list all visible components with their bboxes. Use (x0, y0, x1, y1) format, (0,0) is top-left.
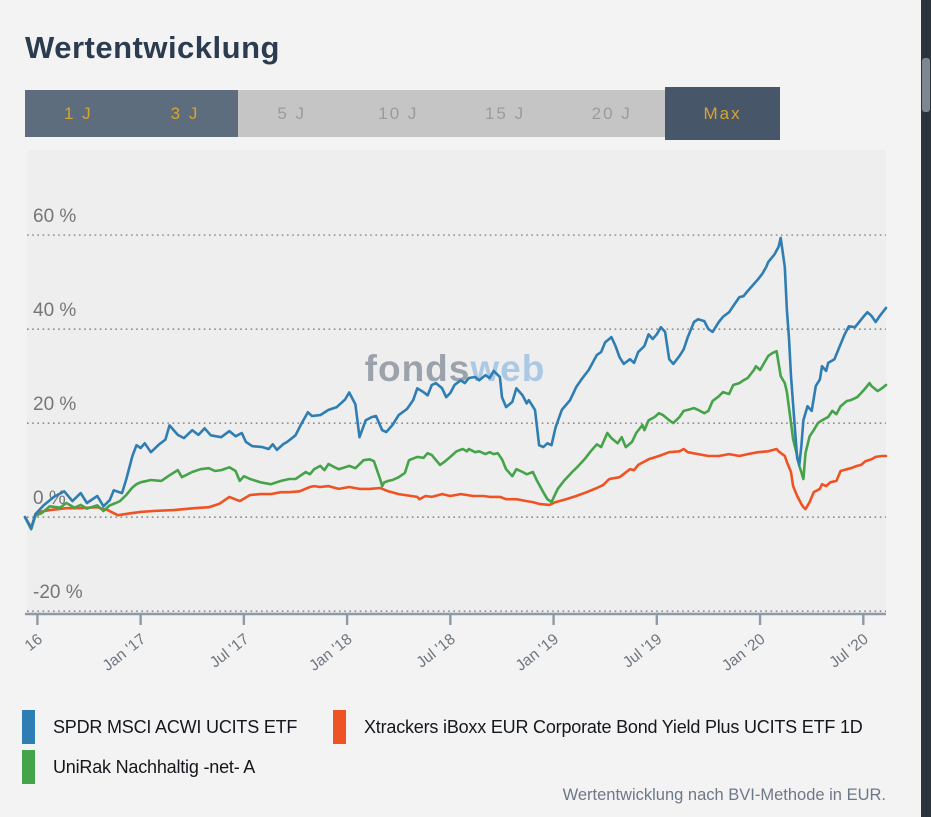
tab-20j[interactable]: 20 J (558, 90, 666, 137)
bvi-method-note: Wertentwicklung nach BVI-Methode in EUR. (562, 786, 886, 804)
series-line (23, 236, 888, 530)
x-axis-label: Jul '19 (620, 631, 665, 672)
legend-label: UniRak Nachhaltig -net- A (53, 756, 256, 777)
legend-item: Xtrackers iBoxx EUR Corporate Bond Yield… (333, 710, 863, 744)
x-axis-label: Jul '18 (413, 631, 458, 672)
legend-item: SPDR MSCI ACWI UCITS ETF (22, 710, 297, 744)
x-axis-label: Jan '19 (513, 631, 562, 675)
scrollbar-thumb[interactable] (922, 58, 930, 112)
series-line (23, 349, 888, 531)
tab-1j[interactable]: 1 J (25, 90, 132, 137)
legend-swatch-icon (333, 710, 346, 744)
tab-5j[interactable]: 5 J (238, 90, 346, 137)
y-axis-label: -20 % (33, 582, 83, 603)
series-line (23, 447, 888, 529)
legend-swatch-icon (22, 710, 35, 744)
tab-15j[interactable]: 15 J (451, 90, 559, 137)
tab-10j[interactable]: 10 J (345, 90, 452, 137)
x-axis-label: Jan '20 (719, 631, 769, 675)
x-axis-label: Jul '17 (207, 631, 252, 672)
tab-max-selected[interactable]: Max (665, 87, 781, 140)
y-axis-label: 0 % (33, 488, 66, 509)
legend-label: SPDR MSCI ACWI UCITS ETF (53, 716, 298, 737)
y-axis-label: 20 % (33, 394, 76, 415)
page-title: Wertentwicklung (25, 30, 280, 65)
legend-label: Xtrackers iBoxx EUR Corporate Bond Yield… (364, 716, 863, 737)
y-axis-label: 60 % (33, 206, 76, 227)
fondsweb-watermark: fondsweb (365, 348, 546, 389)
legend-item: UniRak Nachhaltig -net- A (22, 750, 255, 784)
legend-swatch-icon (22, 750, 35, 784)
x-axis-label: Jan '18 (306, 631, 355, 675)
x-axis-label: Jan '17 (100, 631, 149, 675)
performance-chart: 60 % 40 % 20 % 0 % -20 % fondsweb 16 Jan '17 Jul… (21, 206, 888, 675)
y-axis-label: 40 % (33, 300, 76, 321)
scrollbar-track[interactable] (921, 0, 931, 817)
tab-3j[interactable]: 3 J (131, 90, 239, 137)
x-axis-label: Jul '20 (826, 631, 872, 672)
x-axis-label: 16 (22, 631, 46, 655)
